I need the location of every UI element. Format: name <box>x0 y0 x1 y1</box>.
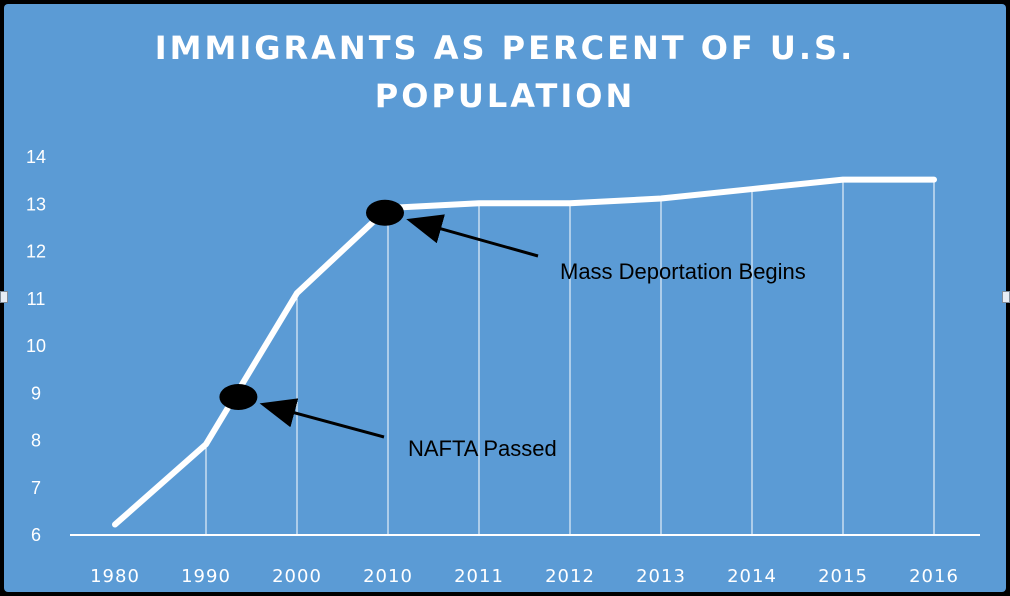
x-tick-label: 2016 <box>909 566 959 587</box>
y-tick-label: 14 <box>26 147 46 167</box>
x-tick-label: 2014 <box>727 566 777 587</box>
y-tick-label: 12 <box>26 242 46 262</box>
series-line <box>112 176 937 528</box>
annotation-label: NAFTA Passed <box>408 436 557 461</box>
line-chart: 6 7 8 9 10 11 12 13 14 1980 1990 2000 2010 2011 2012 20… <box>26 147 980 587</box>
x-tick-label: 2010 <box>363 566 413 587</box>
chart-panel: IMMIGRANTS AS PERCENT OF U.S. POPULATION… <box>4 4 1006 592</box>
resize-handle-left[interactable] <box>0 291 8 303</box>
x-tick-label: 2013 <box>636 566 686 587</box>
resize-handle-right[interactable] <box>1002 291 1010 303</box>
x-tick-label: 2011 <box>454 566 504 587</box>
y-tick-label: 9 <box>31 383 41 403</box>
chart-title: IMMIGRANTS AS PERCENT OF U.S. POPULATION <box>154 29 856 115</box>
x-tick-label: 2012 <box>545 566 595 587</box>
y-tick-label: 6 <box>31 525 41 545</box>
annotation-arrow <box>406 214 539 258</box>
x-tick-label: 2000 <box>272 566 322 587</box>
y-tick-label: 11 <box>27 289 46 309</box>
y-tick-label: 10 <box>26 336 46 356</box>
x-tick-label: 1990 <box>181 566 231 587</box>
annotation-arrow <box>259 398 385 439</box>
x-tick-label: 1980 <box>90 566 140 587</box>
y-tick-label: 8 <box>31 431 41 451</box>
y-tick-label: 13 <box>26 194 46 214</box>
annotation-label: Mass Deportation Begins <box>560 259 806 284</box>
annotation-dot <box>366 199 404 226</box>
annotation-dot <box>219 383 258 410</box>
x-tick-label: 2015 <box>818 566 868 587</box>
y-tick-label: 7 <box>31 478 41 498</box>
